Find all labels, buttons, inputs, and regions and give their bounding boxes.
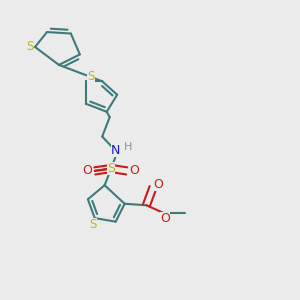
Text: S: S: [26, 40, 33, 53]
Text: O: O: [82, 164, 92, 177]
Text: N: N: [111, 144, 120, 158]
Text: O: O: [153, 178, 163, 191]
Text: S: S: [88, 70, 95, 83]
Text: S: S: [90, 218, 97, 231]
Text: O: O: [160, 212, 170, 225]
Text: O: O: [129, 164, 139, 177]
Text: S: S: [107, 162, 115, 175]
Text: H: H: [123, 142, 132, 152]
